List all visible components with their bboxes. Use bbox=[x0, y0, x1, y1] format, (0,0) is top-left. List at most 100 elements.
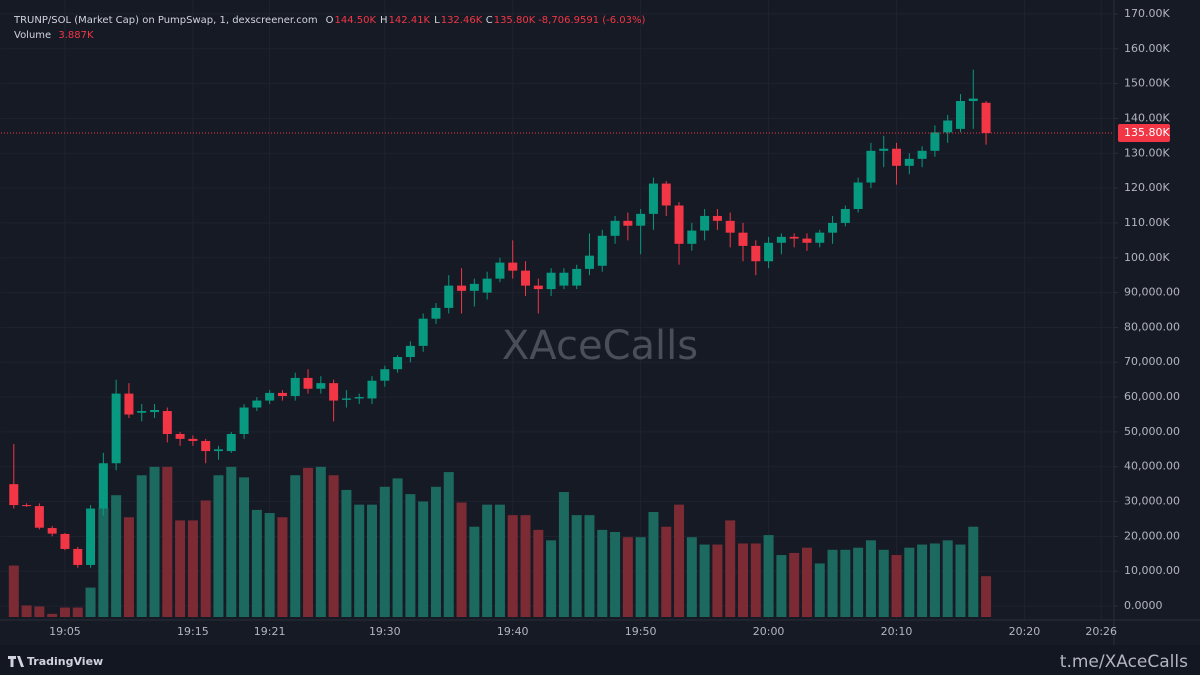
candle-body bbox=[60, 533, 70, 549]
volume-bar bbox=[367, 504, 377, 617]
volume-bar bbox=[136, 475, 147, 617]
volume-bar bbox=[354, 504, 365, 617]
candle-body bbox=[917, 150, 927, 159]
candle-body bbox=[444, 285, 454, 308]
candle-body bbox=[981, 102, 991, 134]
volume-bar bbox=[443, 472, 454, 617]
y-tick-label: 140.00K bbox=[1124, 111, 1170, 124]
volume-bar bbox=[725, 520, 736, 617]
candle-body bbox=[892, 148, 902, 166]
x-tick-label: 20:00 bbox=[753, 625, 785, 638]
candle-body bbox=[687, 230, 697, 244]
volume-bar bbox=[661, 526, 672, 617]
header-o: 144.50K bbox=[334, 15, 376, 26]
candle-body bbox=[533, 285, 543, 290]
header-symbol: TRUNP/SOL (Market Cap) on PumpSwap, 1, d… bbox=[13, 15, 318, 26]
candle-body bbox=[584, 255, 594, 269]
volume-bar bbox=[328, 475, 339, 617]
candle-body bbox=[47, 528, 57, 534]
candle-body bbox=[725, 220, 735, 233]
candle-body bbox=[175, 434, 185, 439]
candle-body bbox=[469, 283, 479, 291]
candle-body bbox=[712, 215, 722, 221]
candle-body bbox=[303, 377, 313, 389]
candle-body bbox=[162, 411, 172, 434]
volume-bar bbox=[955, 544, 966, 617]
candle-body bbox=[341, 398, 351, 400]
volume-bar bbox=[469, 526, 480, 617]
volume-bar bbox=[968, 526, 979, 617]
y-tick-label: 130.00K bbox=[1124, 146, 1170, 159]
volume-bar bbox=[571, 515, 582, 617]
volume-bar bbox=[776, 555, 787, 617]
candle-body bbox=[597, 235, 607, 266]
candle-body bbox=[137, 411, 147, 413]
header-h-key: H bbox=[380, 15, 388, 26]
y-tick-label: 70,000.00 bbox=[1124, 355, 1180, 368]
candle-body bbox=[572, 268, 582, 286]
candle-body bbox=[265, 392, 275, 401]
y-tick-label: 60,000.00 bbox=[1124, 390, 1180, 403]
volume-bar bbox=[21, 605, 32, 617]
volume-bar bbox=[635, 537, 646, 617]
candle-body bbox=[674, 205, 684, 244]
candle-body bbox=[840, 208, 850, 223]
y-tick-label: 150.00K bbox=[1124, 77, 1170, 90]
candle-body bbox=[418, 318, 428, 346]
candle-body bbox=[521, 270, 531, 286]
y-tick-label: 0.0000 bbox=[1124, 599, 1163, 612]
legend-header: TRUNP/SOL (Market Cap) on PumpSwap, 1, d… bbox=[13, 15, 646, 41]
volume-bar bbox=[47, 613, 58, 617]
candle-body bbox=[188, 438, 198, 441]
y-tick-label: 10,000.00 bbox=[1124, 564, 1180, 577]
volume-bar bbox=[187, 520, 198, 617]
candle-layer bbox=[1, 69, 1114, 568]
candle-body bbox=[904, 158, 914, 166]
volume-bar bbox=[175, 520, 186, 617]
x-tick-label: 19:05 bbox=[49, 625, 81, 638]
candle-body bbox=[610, 220, 620, 236]
volume-bar bbox=[750, 543, 761, 617]
candle-body bbox=[559, 272, 569, 286]
candle-body bbox=[636, 213, 646, 226]
candle-body bbox=[354, 397, 364, 399]
last-price-label: 135.80K bbox=[1124, 126, 1170, 139]
volume-bar bbox=[763, 535, 774, 617]
volume-bar bbox=[430, 486, 441, 617]
volume-bar bbox=[162, 466, 173, 617]
y-tick-label: 170.00K bbox=[1124, 7, 1170, 20]
volume-bar bbox=[200, 500, 211, 617]
volume-bar bbox=[507, 515, 518, 617]
volume-layer bbox=[8, 466, 992, 617]
header-l: 132.46K bbox=[441, 15, 483, 26]
volume-bar bbox=[533, 529, 544, 617]
header-c: 135.80K bbox=[494, 15, 536, 26]
volume-bar bbox=[405, 494, 416, 617]
candle-body bbox=[738, 232, 748, 246]
candle-body bbox=[802, 238, 812, 243]
candle-body bbox=[930, 132, 940, 151]
volume-bar bbox=[712, 544, 723, 617]
volume-bar bbox=[674, 504, 685, 617]
header-change: -8,706.9591 (-6.03%) bbox=[538, 15, 645, 26]
footer-bar bbox=[0, 645, 1200, 675]
volume-bar bbox=[213, 475, 224, 617]
volume-bar bbox=[123, 517, 134, 617]
volume-bar bbox=[878, 549, 889, 617]
volume-bar bbox=[251, 509, 262, 617]
candle-body bbox=[367, 380, 377, 399]
volume-bar bbox=[610, 531, 621, 617]
candle-body bbox=[661, 183, 671, 206]
candle-body bbox=[546, 272, 556, 290]
header-h: 142.41K bbox=[389, 15, 431, 26]
candle-body bbox=[329, 383, 339, 401]
candle-body bbox=[815, 232, 825, 243]
volume-bar bbox=[34, 606, 45, 617]
volume-bar bbox=[418, 501, 429, 617]
grid bbox=[1, 0, 1114, 620]
candle-body bbox=[828, 222, 838, 233]
volume-bar bbox=[891, 555, 902, 617]
candle-body bbox=[648, 183, 658, 214]
volume-bar bbox=[98, 507, 109, 617]
